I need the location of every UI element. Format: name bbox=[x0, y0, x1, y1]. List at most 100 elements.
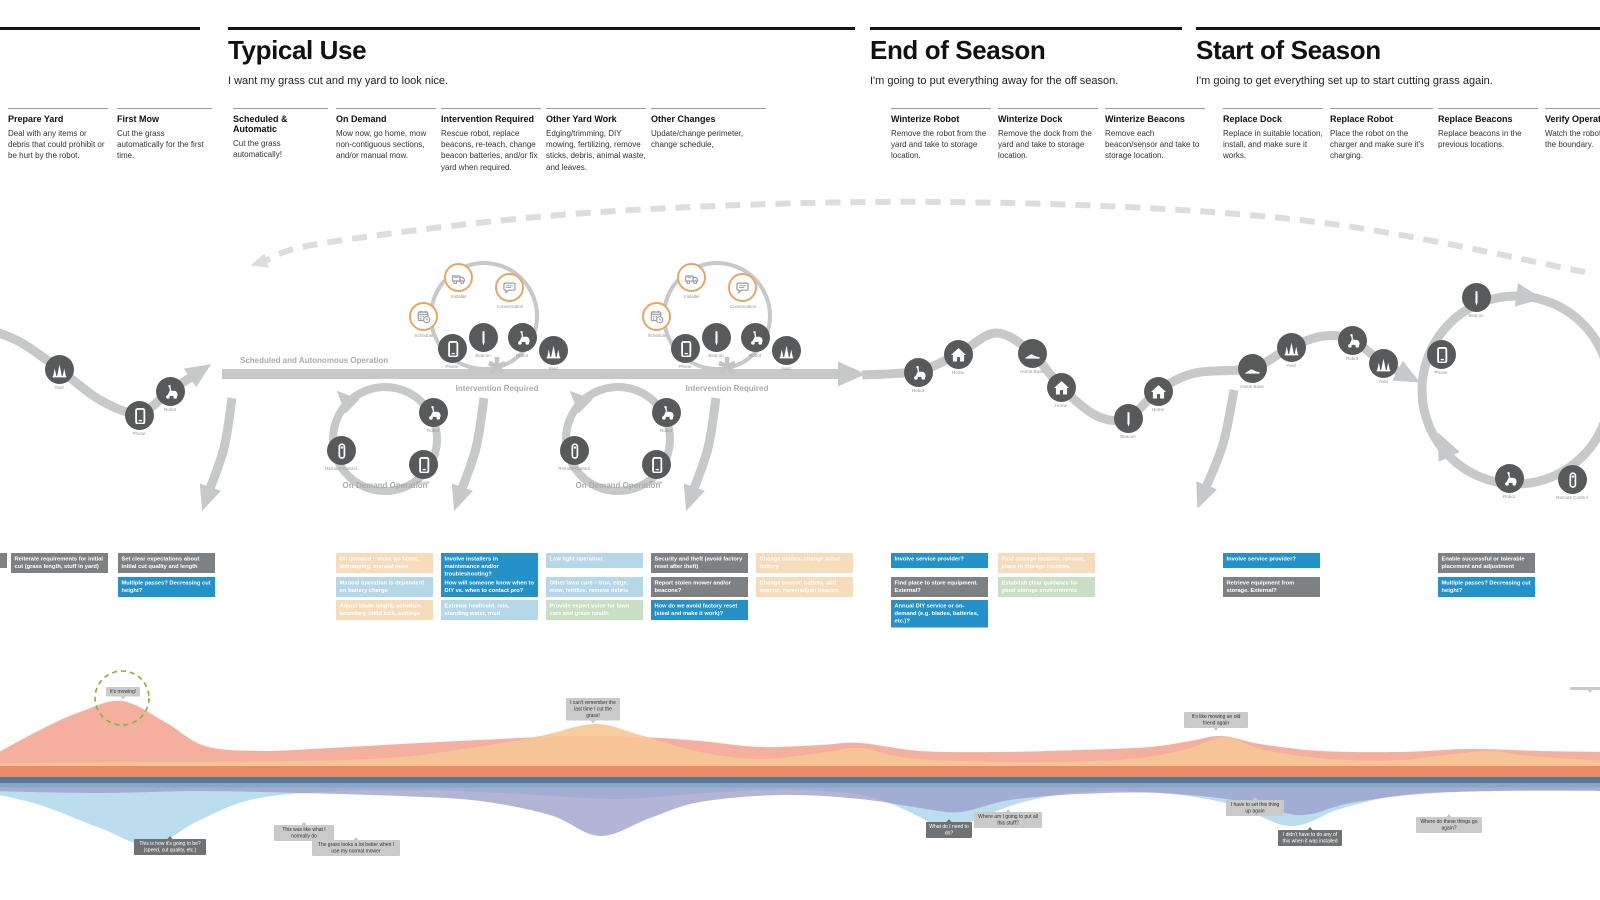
node-label: Schedule bbox=[647, 333, 667, 338]
callout-text: The grass looks a lot better when I use … bbox=[317, 842, 395, 854]
sticky-note: Involve installers in maintenance and/or… bbox=[441, 553, 538, 581]
node-label: Yard bbox=[781, 366, 791, 371]
phase-rule bbox=[870, 27, 1182, 30]
flow-arrowhead bbox=[1196, 481, 1217, 509]
node-label: Home bbox=[1054, 403, 1067, 408]
callout-text: Where am I going to put all this stuff? bbox=[978, 814, 1038, 826]
node-label: Yard bbox=[1378, 379, 1388, 384]
beacon-icon bbox=[1474, 290, 1478, 306]
callout-text: What do I need to do? bbox=[929, 824, 969, 836]
label-on-demand-operation: On Demand Operation bbox=[342, 481, 428, 490]
sticky-note: Find place to store equipment. External? bbox=[891, 577, 988, 597]
column-title: First Mow bbox=[117, 114, 159, 124]
installer-node bbox=[677, 263, 706, 292]
phone-icon bbox=[680, 340, 691, 357]
node-label: Remote Control bbox=[1556, 495, 1588, 500]
phase-subtitle: I'm going to put everything away for the… bbox=[870, 75, 1119, 87]
sticky-note: Multiple passes? Decreasing cut height? bbox=[118, 577, 215, 597]
callout-pointer bbox=[301, 822, 307, 825]
conversation-icon bbox=[503, 282, 516, 295]
yard-icon bbox=[1284, 342, 1298, 355]
robot-node bbox=[903, 357, 933, 387]
sticky-note: Low light operation bbox=[546, 553, 643, 568]
callout-pointer bbox=[1307, 827, 1313, 830]
sticky-note: Change beacon battery, add beacon, move/… bbox=[756, 577, 853, 597]
quote-callout: I didn't have to do any of this when it … bbox=[1278, 827, 1342, 846]
node-label: Yard bbox=[548, 366, 558, 371]
remote-node bbox=[326, 435, 356, 465]
callout-pointer bbox=[946, 819, 952, 822]
column-description: Deal with any items or debris that could… bbox=[8, 129, 105, 161]
callout-text: Where do these things go again? bbox=[1420, 819, 1478, 831]
sticky-note: Establish clear guidance for good storag… bbox=[998, 577, 1095, 597]
node-label: Robot bbox=[515, 353, 529, 358]
sticky-note: Involve service provider? bbox=[891, 553, 988, 568]
column-description: Replace in suitable location, install, a… bbox=[1223, 129, 1323, 161]
flow-path bbox=[687, 397, 721, 496]
phone-icon bbox=[1436, 346, 1447, 363]
column-title: Winterize Dock bbox=[998, 114, 1063, 124]
column-title: Other Changes bbox=[651, 114, 716, 124]
column-description: Watch the robot mow within the boundary. bbox=[1545, 129, 1600, 150]
robot-node bbox=[155, 376, 185, 406]
column-description: Cut the grass automatically for the firs… bbox=[117, 129, 204, 161]
phone-node bbox=[641, 449, 671, 479]
robot-icon bbox=[164, 384, 178, 399]
beacon-node bbox=[1113, 403, 1143, 433]
flow-arrowhead bbox=[1392, 360, 1420, 383]
node-label: Beacon bbox=[475, 353, 491, 358]
sticky-note: Multiple passes? Decreasing cut height? bbox=[1438, 577, 1535, 597]
node-label: Phone bbox=[649, 480, 663, 485]
phone-icon bbox=[447, 340, 458, 357]
column-description: Place the robot on the charger and make … bbox=[1330, 129, 1425, 161]
quote-callout: Where do these things go again? bbox=[1416, 814, 1482, 833]
robot-icon bbox=[516, 330, 530, 345]
callout-pointer bbox=[1213, 728, 1219, 731]
flow-path bbox=[1199, 389, 1239, 494]
label-intervention-required: Intervention Required bbox=[685, 384, 769, 393]
column-description: Replace beacons in the previous location… bbox=[1438, 129, 1522, 150]
sticky-note: On demand – mow, go home, kidnapping, ma… bbox=[336, 553, 433, 573]
remote-icon bbox=[1568, 471, 1576, 488]
conversation-icon bbox=[736, 282, 749, 295]
home-icon bbox=[1053, 380, 1069, 395]
sticky-note: Extreme heat/cold, rain, standing water,… bbox=[441, 600, 538, 620]
robot-node bbox=[507, 322, 537, 352]
intervention-asterisk: * bbox=[718, 347, 736, 399]
callout-pointer bbox=[1252, 797, 1258, 800]
node-label: Home Base bbox=[1020, 369, 1044, 374]
node-label: Robot bbox=[426, 428, 440, 433]
node-label: Schedule bbox=[414, 333, 434, 338]
node-label: Yard bbox=[1286, 363, 1296, 368]
column-title: Scheduled & Automatic bbox=[233, 114, 288, 134]
column-title: Winterize Robot bbox=[891, 114, 960, 124]
quote-callout: Where am I going to put all this stuff? bbox=[974, 809, 1042, 828]
home-icon bbox=[950, 347, 966, 362]
column-first-mow: First Mow Cut the grass automatically for… bbox=[117, 108, 212, 162]
node-label: Robot bbox=[659, 428, 673, 433]
beacon-icon bbox=[1126, 411, 1130, 427]
callout-text: This was like what I normally do bbox=[282, 827, 326, 839]
beacon-icon bbox=[714, 330, 718, 346]
flow-arrowhead bbox=[1514, 283, 1543, 307]
sticky-note: Find storage location, remove, place in … bbox=[998, 553, 1095, 573]
flow-arrowhead bbox=[336, 390, 360, 414]
flow-arrowhead bbox=[199, 483, 221, 511]
column-winterize-beacons: Winterize Beacons Remove each beacon/sens… bbox=[1105, 108, 1205, 162]
column-replace-robot: Replace Robot Place the robot on the char… bbox=[1330, 108, 1433, 162]
callout-pointer bbox=[120, 696, 126, 700]
sticky-note: How will someone know when to DIY vs. wh… bbox=[441, 577, 538, 597]
sticky-note: Enable successful or tolerable placement… bbox=[1438, 553, 1535, 573]
home-node bbox=[1046, 372, 1076, 402]
quote-callout: The grass looks a lot better when I use … bbox=[312, 837, 400, 856]
column-title: Winterize Beacons bbox=[1105, 114, 1185, 124]
node-label: Remote Control bbox=[325, 466, 357, 471]
yard-icon bbox=[1376, 358, 1390, 371]
column-description: Rescue robot, replace beacons, re-teach,… bbox=[441, 129, 538, 172]
robot-icon bbox=[660, 405, 674, 420]
quote-callout: I have to set this thing up again bbox=[1226, 797, 1284, 816]
schedule-node bbox=[642, 302, 671, 331]
phase-rule bbox=[1196, 27, 1600, 30]
phase-title: Typical Use bbox=[228, 35, 367, 65]
